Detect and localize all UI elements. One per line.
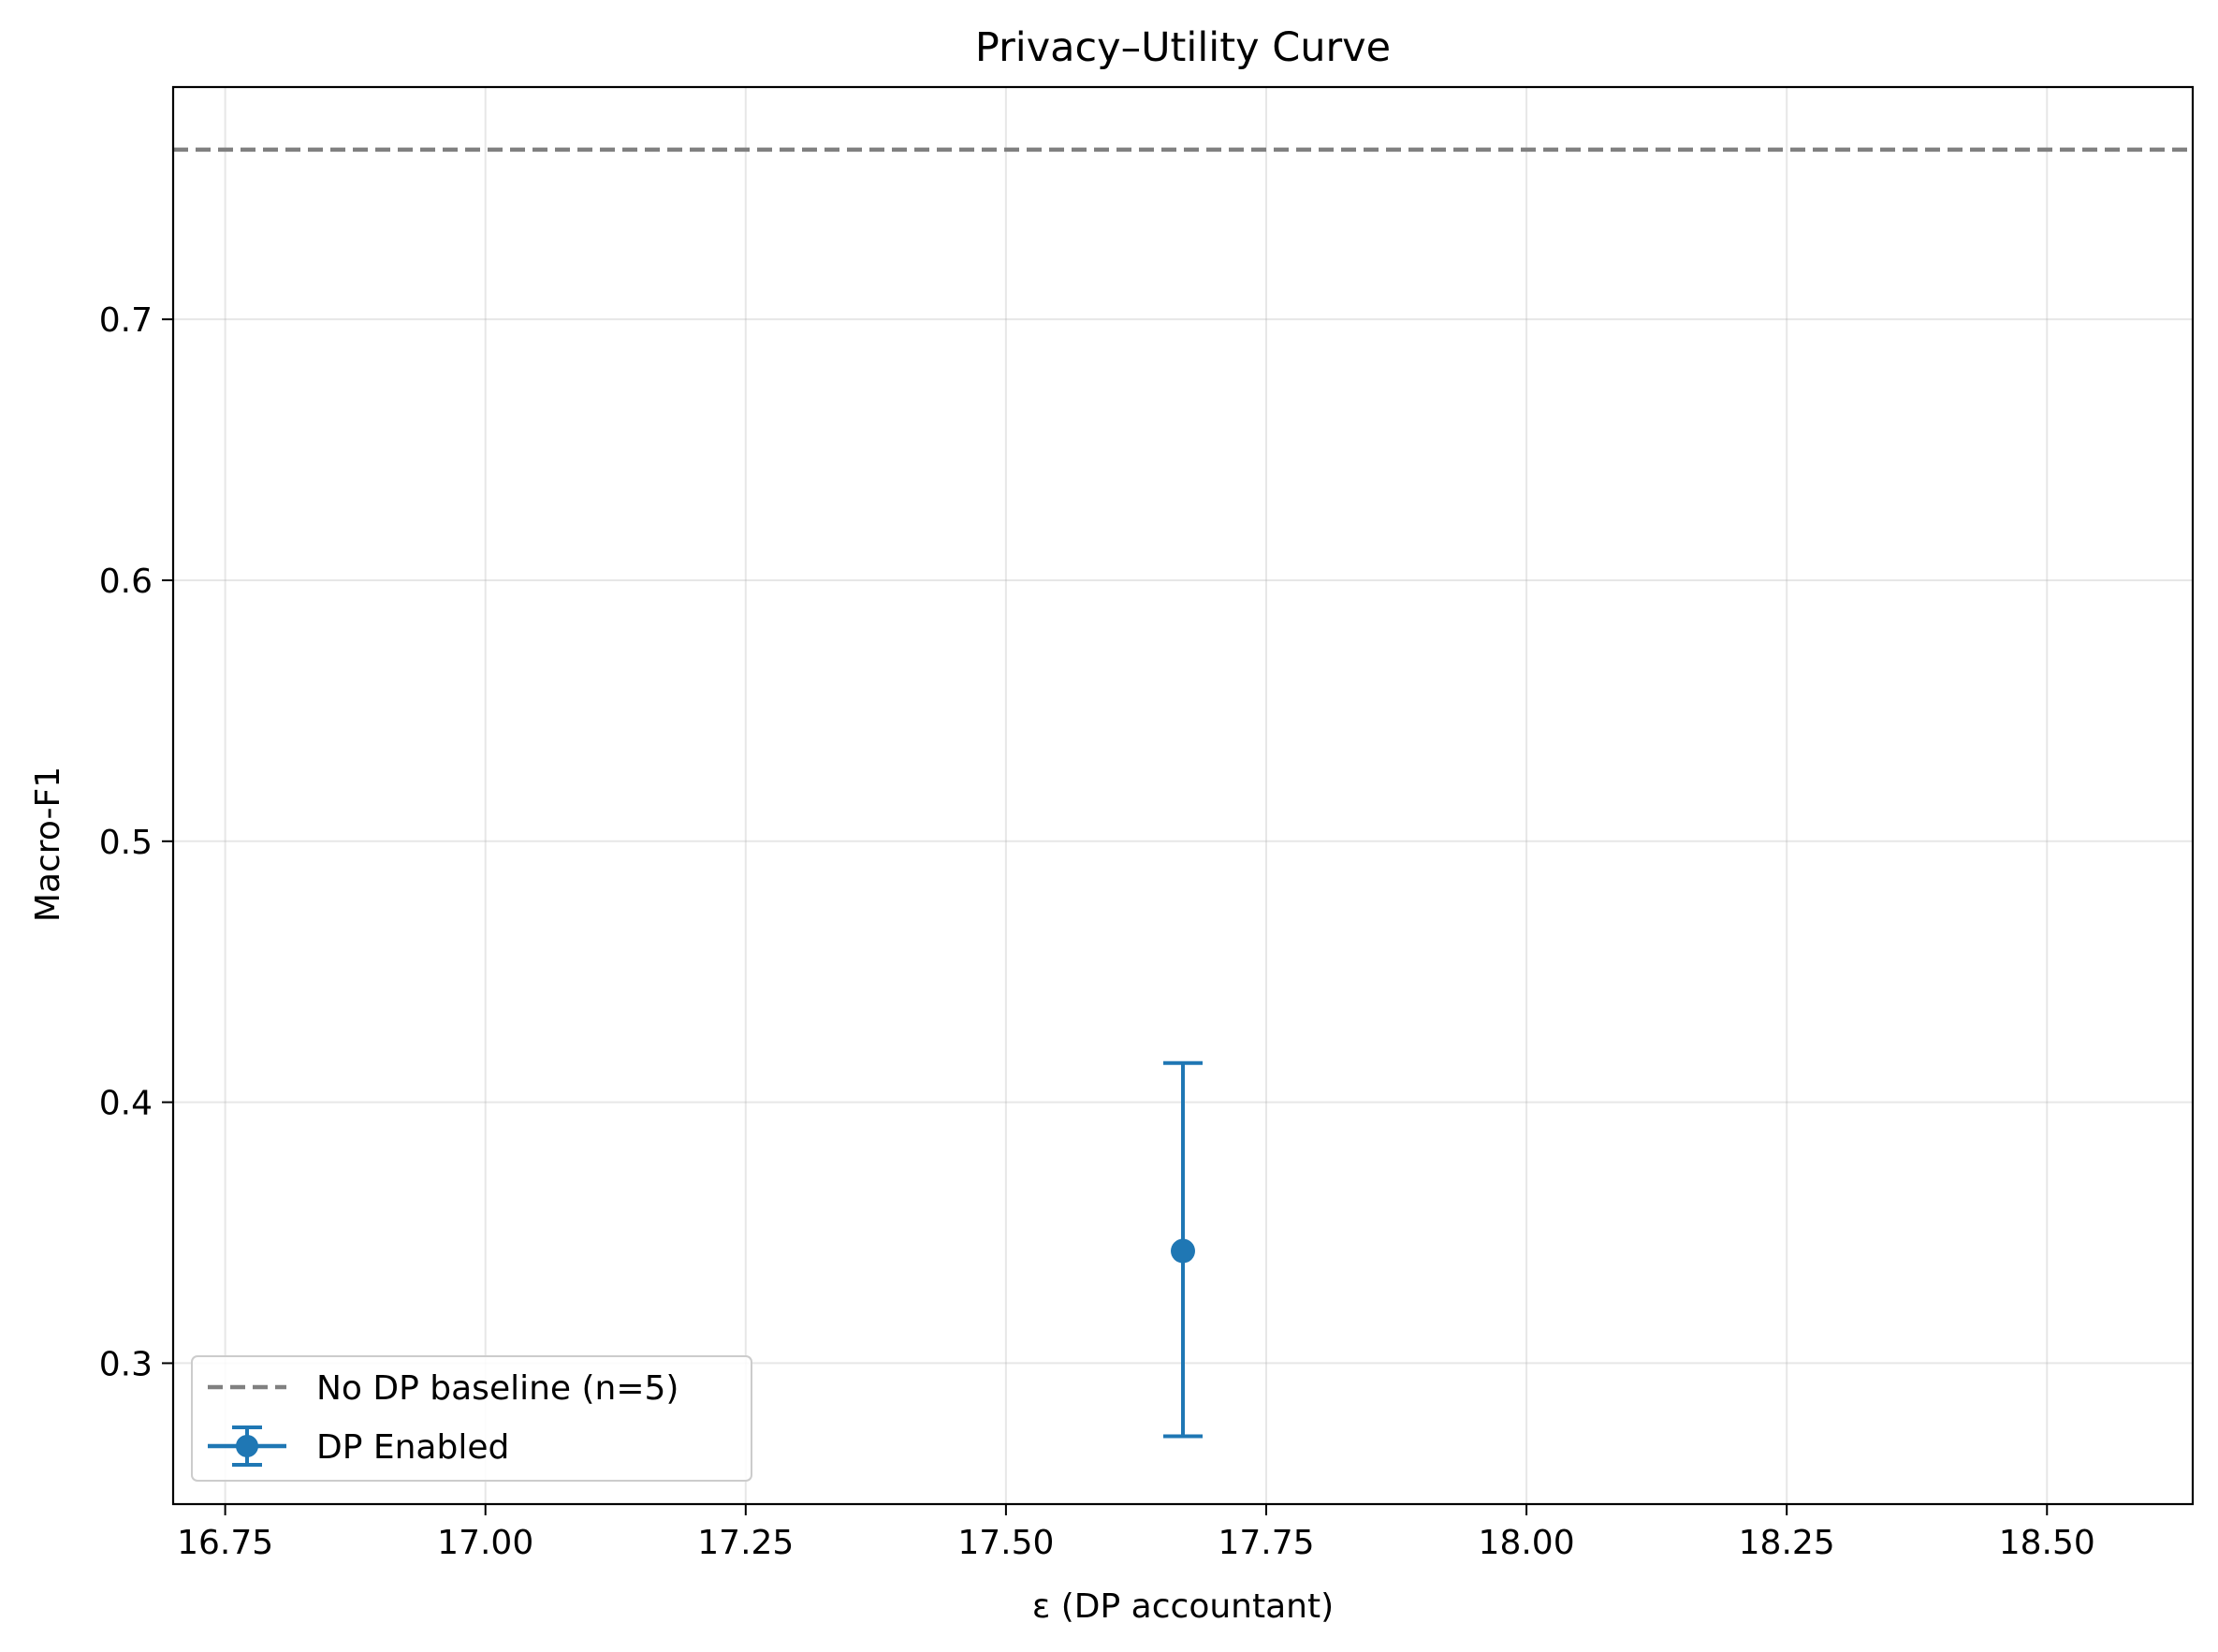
x-tick-label: 18.00 xyxy=(1479,1524,1575,1562)
x-tick-label: 17.50 xyxy=(957,1524,1054,1562)
y-axis-ticks: 0.3 0.4 0.5 0.6 0.7 xyxy=(99,301,173,1383)
y-tick-label: 0.6 xyxy=(99,563,153,601)
x-tick-label: 17.25 xyxy=(697,1524,794,1562)
y-tick-label: 0.7 xyxy=(99,301,153,340)
x-tick-label: 16.75 xyxy=(177,1524,273,1562)
series-layer xyxy=(1163,1060,1203,1439)
legend: No DP baseline (n=5) DP Enabled xyxy=(191,1355,752,1482)
x-tick-label: 18.25 xyxy=(1739,1524,1835,1562)
y-tick-label: 0.4 xyxy=(99,1085,153,1123)
x-tick-label: 17.75 xyxy=(1218,1524,1314,1562)
x-axis-label: ε (DP accountant) xyxy=(1032,1587,1334,1626)
legend-baseline-label: No DP baseline (n=5) xyxy=(316,1369,679,1408)
legend-box xyxy=(191,1355,752,1482)
data-point-marker xyxy=(1171,1238,1195,1264)
legend-dp-label: DP Enabled xyxy=(316,1428,509,1467)
x-tick-label: 17.00 xyxy=(437,1524,533,1562)
legend-dp-swatch-marker xyxy=(236,1435,258,1457)
chart-title: Privacy–Utility Curve xyxy=(975,24,1391,71)
y-tick-label: 0.5 xyxy=(99,824,153,862)
plot-frame xyxy=(171,85,2195,1506)
y-axis-label: Macro-F1 xyxy=(29,767,67,922)
y-tick-label: 0.3 xyxy=(99,1345,153,1383)
x-axis-ticks: 16.75 17.00 17.25 17.50 17.75 18.00 18.25 18.50 xyxy=(177,1504,2095,1562)
x-tick-label: 18.50 xyxy=(1999,1524,2095,1562)
